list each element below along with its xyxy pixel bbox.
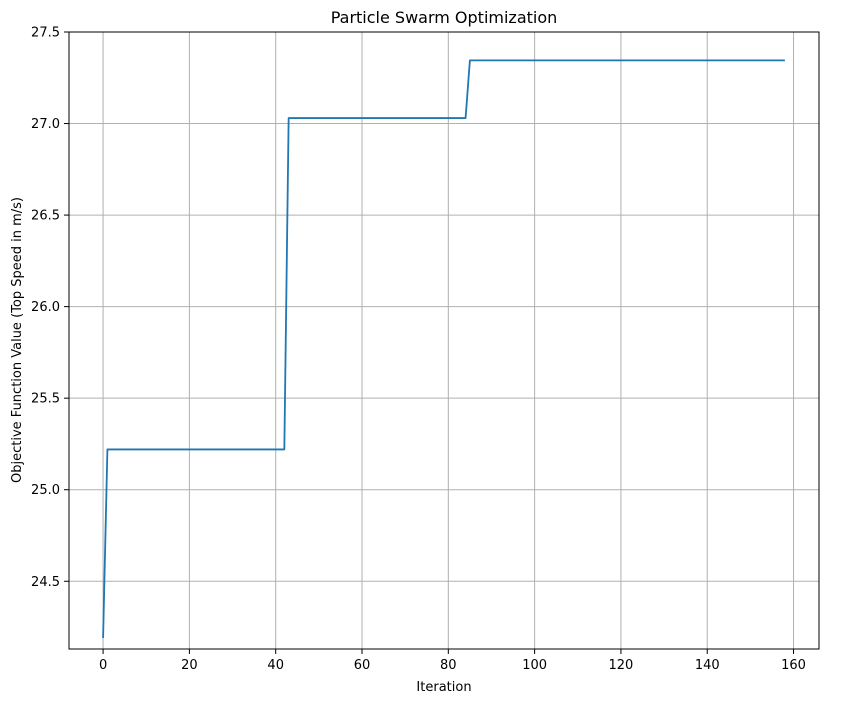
x-tick-label: 140: [695, 658, 720, 673]
y-tick-label: 26.5: [31, 209, 60, 224]
y-tick-label: 24.5: [31, 575, 60, 590]
y-tick-label: 27.0: [31, 117, 60, 132]
y-axis-title: Objective Function Value (Top Speed in m…: [10, 197, 25, 483]
grid-lines: [69, 31, 819, 649]
x-tick-label: 80: [440, 658, 457, 673]
x-axis-title: Iteration: [416, 680, 471, 695]
y-tick-label: 25.0: [31, 483, 60, 498]
x-tick-label: 60: [354, 658, 371, 673]
axis-ticks: 0 20 40 60 80 100 120 140 160 24.5 25.0 25.5 26.0 26.…: [31, 26, 806, 674]
x-tick-label: 120: [609, 658, 634, 673]
y-tick-label: 26.0: [31, 300, 60, 315]
plot-frame: [68, 31, 820, 650]
series-line: [102, 59, 785, 639]
x-tick-label: 160: [781, 658, 806, 673]
chart-title: Particle Swarm Optimization: [331, 8, 558, 27]
x-tick-label: 20: [181, 658, 198, 673]
x-tick-label: 40: [267, 658, 284, 673]
x-tick-label: 0: [99, 658, 107, 673]
series-layer: [102, 59, 785, 639]
y-tick-label: 27.5: [31, 26, 60, 41]
y-tick-label: 25.5: [31, 392, 60, 407]
x-tick-label: 100: [522, 658, 547, 673]
